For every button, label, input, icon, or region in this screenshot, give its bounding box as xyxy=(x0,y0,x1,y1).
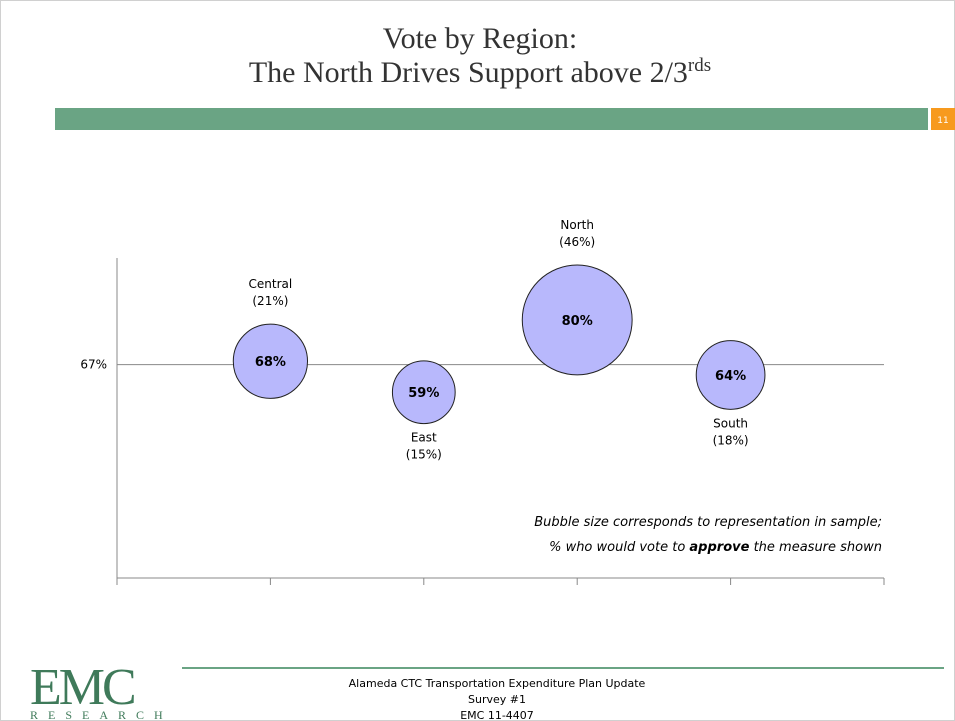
size-label: (15%) xyxy=(406,448,442,462)
slide-number-box xyxy=(931,108,955,130)
size-label: (21%) xyxy=(252,294,288,308)
annotation-line2: % who would vote to approve the measure … xyxy=(549,540,882,555)
bubble xyxy=(695,340,766,410)
annotation-line1: Bubble size corresponds to representatio… xyxy=(534,515,882,530)
category-label: South xyxy=(713,416,748,430)
annotation-bold: approve xyxy=(689,540,749,555)
category-label: Central xyxy=(249,277,293,291)
value-label: 64% xyxy=(715,369,746,384)
footer-line3: EMC 11-4407 xyxy=(460,709,534,721)
footer-line2: Survey #1 xyxy=(468,693,526,706)
title-line1: Vote by Region: xyxy=(383,22,577,55)
title-superscript: rds xyxy=(688,55,711,76)
value-label: 59% xyxy=(408,386,439,401)
title-main: The North Drives Support above 2/3 xyxy=(249,56,688,89)
footer-line1: Alameda CTC Transportation Expenditure P… xyxy=(349,677,646,690)
logo: EMC xyxy=(30,659,134,716)
value-label: 80% xyxy=(562,314,593,329)
value-label: 68% xyxy=(255,355,286,370)
title-line2: The North Drives Support above 2/3rds xyxy=(249,55,711,89)
bubble xyxy=(232,323,309,399)
bubble xyxy=(521,264,633,376)
bubble xyxy=(391,360,456,425)
category-label: East xyxy=(411,431,437,445)
annotation-text: the measure shown xyxy=(749,540,882,555)
annotation-text: % who would vote to xyxy=(549,540,689,555)
slide-number: 11 xyxy=(937,116,948,126)
header-bar xyxy=(55,108,928,130)
y-tick-label: 67% xyxy=(80,358,107,372)
logo-sub: RESEARCH xyxy=(30,708,173,721)
size-label: (46%) xyxy=(559,235,595,249)
chart: 67% 68% Central (21%) 59% East (15%) 80% North (4… xyxy=(80,218,885,585)
category-label: North xyxy=(560,218,594,232)
size-label: (18%) xyxy=(713,433,749,447)
